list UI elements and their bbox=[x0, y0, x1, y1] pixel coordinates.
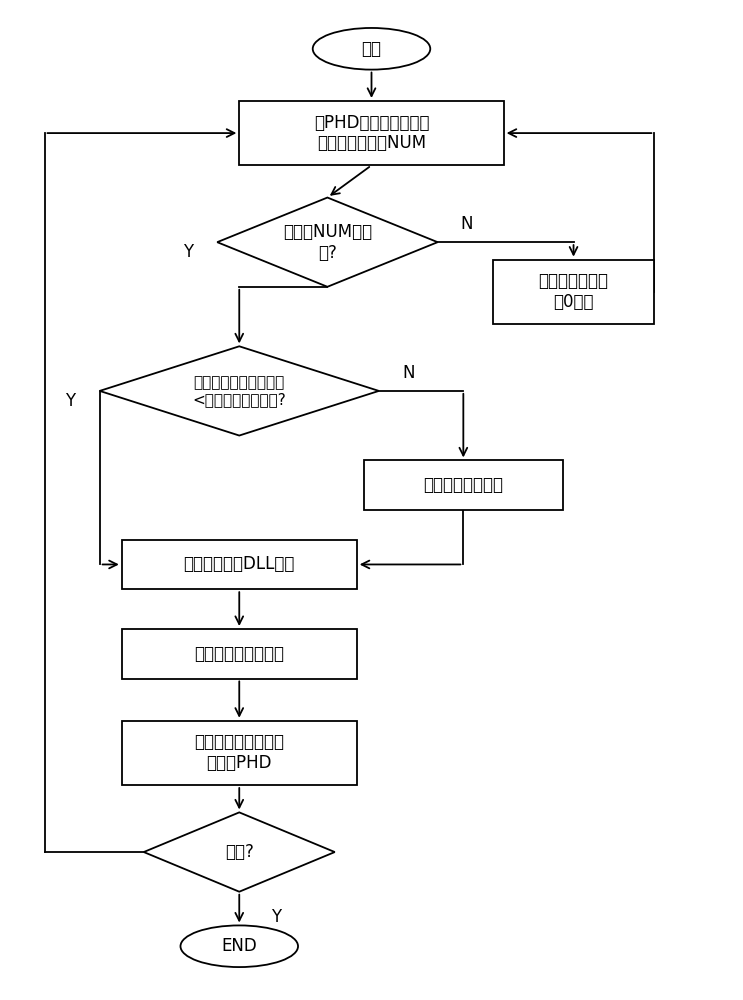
Text: Y: Y bbox=[183, 243, 193, 261]
FancyBboxPatch shape bbox=[122, 540, 357, 589]
Text: 返回各变量及诊断结
果，送PHD: 返回各变量及诊断结 果，送PHD bbox=[194, 733, 285, 772]
Text: Y: Y bbox=[65, 392, 75, 410]
FancyBboxPatch shape bbox=[122, 629, 357, 679]
Polygon shape bbox=[217, 198, 438, 287]
Ellipse shape bbox=[313, 28, 430, 70]
Text: N: N bbox=[461, 215, 473, 233]
Text: 换热器NUM投用
否?: 换热器NUM投用 否? bbox=[283, 223, 372, 262]
Ellipse shape bbox=[181, 925, 298, 967]
Text: 不计算，各变量
置0返回: 不计算，各变量 置0返回 bbox=[539, 272, 609, 311]
Text: 调用漏流诊断子程序: 调用漏流诊断子程序 bbox=[194, 645, 285, 663]
Polygon shape bbox=[143, 812, 335, 892]
Text: 调用小波分析DLL文件: 调用小波分析DLL文件 bbox=[184, 555, 295, 573]
FancyBboxPatch shape bbox=[364, 460, 562, 510]
FancyBboxPatch shape bbox=[122, 721, 357, 785]
Text: 从PHD读取过程采样数
据及换热器编号NUM: 从PHD读取过程采样数 据及换热器编号NUM bbox=[314, 114, 429, 152]
Text: 滑动小波分析窗口: 滑动小波分析窗口 bbox=[424, 476, 503, 494]
Text: N: N bbox=[402, 364, 415, 382]
FancyBboxPatch shape bbox=[493, 260, 655, 324]
Text: 开始: 开始 bbox=[362, 40, 381, 58]
Text: 累积采样数据序列长度
<小波分析窗口长度?: 累积采样数据序列长度 <小波分析窗口长度? bbox=[192, 375, 286, 407]
Text: 结束?: 结束? bbox=[225, 843, 253, 861]
Text: END: END bbox=[221, 937, 257, 955]
FancyBboxPatch shape bbox=[239, 101, 504, 165]
Text: Y: Y bbox=[271, 908, 281, 926]
Polygon shape bbox=[100, 346, 379, 436]
